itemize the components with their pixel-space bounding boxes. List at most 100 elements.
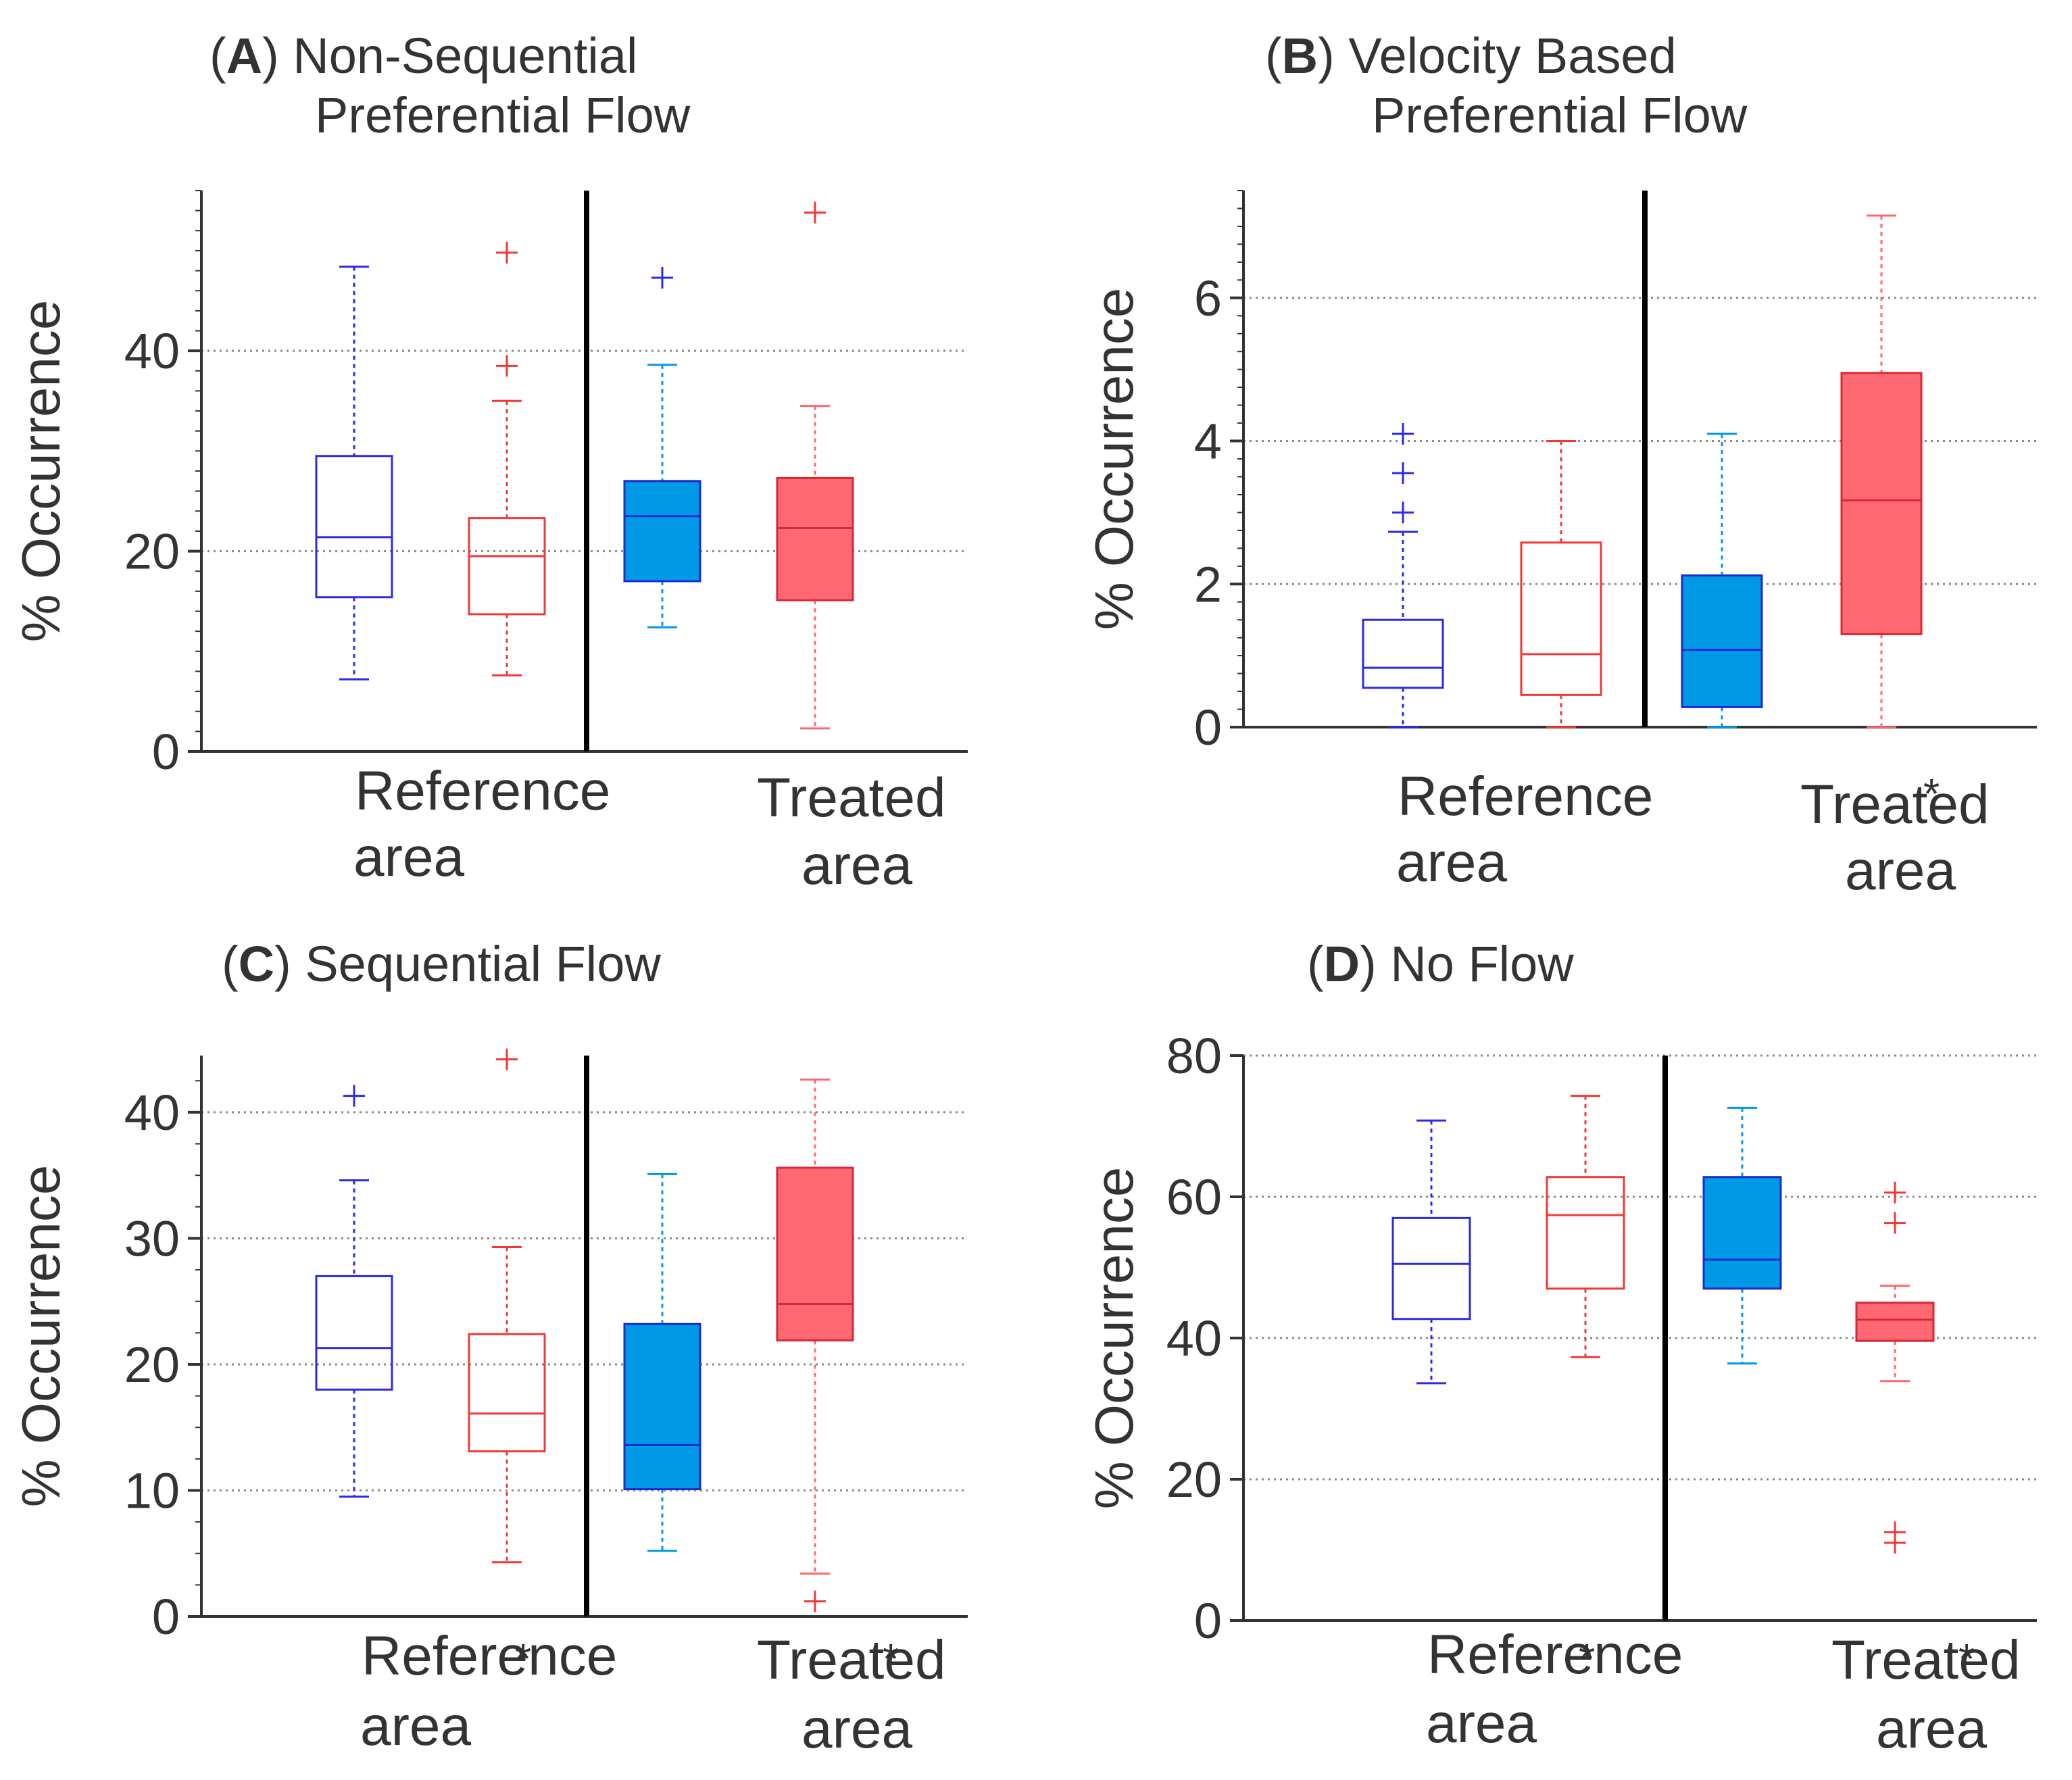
- box-iqr: [1520, 541, 1602, 696]
- group-label-treated-area: area: [1845, 840, 1956, 901]
- outlier-marker: [1392, 501, 1414, 524]
- outlier-marker: [496, 1048, 518, 1070]
- group-label-reference-area: area: [1396, 832, 1508, 893]
- group-label-reference: Reference: [362, 1625, 617, 1687]
- outlier-marker: [1884, 1521, 1906, 1543]
- y-tick-label: 40: [1166, 1310, 1222, 1366]
- y-tick-label: 60: [1166, 1169, 1222, 1225]
- y-tick-label: 0: [152, 1589, 180, 1645]
- panel-title-line2: Preferential Flow: [315, 87, 691, 143]
- panel-letter: B: [1282, 28, 1318, 84]
- outlier-marker: [804, 1590, 826, 1612]
- box-treated-red: [1840, 214, 1923, 728]
- group-label-reference-area: area: [353, 826, 465, 888]
- outlier-marker: [651, 266, 673, 289]
- group-label-treated-area: area: [1876, 1698, 1988, 1760]
- outlier-marker: [496, 241, 518, 264]
- box-iqr: [623, 1322, 701, 1491]
- group-label-reference: Reference: [1427, 1624, 1683, 1685]
- box-treated-red: [776, 1078, 854, 1612]
- significance-marker: *: [1579, 1636, 1595, 1683]
- y-axis-title: % Occurrence: [1084, 1167, 1144, 1510]
- y-tick-label: 80: [1166, 1028, 1222, 1084]
- y-tick-label: 20: [124, 1337, 180, 1393]
- box-iqr: [623, 480, 701, 583]
- significance-marker: *: [1923, 771, 1940, 818]
- box-reference-red: [468, 241, 546, 676]
- box-reference-blue: [1391, 1119, 1471, 1385]
- box-treated-blue: [623, 1172, 701, 1552]
- y-tick-label: 40: [124, 1085, 180, 1141]
- significance-marker: *: [515, 1636, 531, 1683]
- panel-title-text: No Flow: [1390, 936, 1574, 992]
- panel-title: (C) Sequential Flow: [222, 936, 661, 992]
- box-reference-blue: [315, 1085, 393, 1498]
- box-iqr: [1840, 372, 1923, 635]
- box-reference-red: [1546, 1095, 1625, 1358]
- y-tick-label: 30: [124, 1210, 180, 1266]
- panel-d: (D) No Flow 0 20 40 60 80 % Occurrence Referenc…: [1084, 936, 2037, 1760]
- panel-title-text: Non-Sequential: [293, 28, 637, 84]
- outlier-marker: [1392, 422, 1414, 445]
- y-tick-label: 0: [152, 724, 180, 780]
- box-iqr: [468, 1333, 546, 1453]
- y-axis-title: % Occurrence: [1084, 288, 1144, 631]
- panel-title-line2: Preferential Flow: [1372, 87, 1748, 143]
- box-reference-blue: [315, 266, 393, 681]
- y-tick-label: 20: [1166, 1452, 1222, 1508]
- y-tick-label: 0: [1194, 699, 1222, 756]
- group-label-reference: Reference: [1398, 766, 1653, 827]
- box-treated-blue: [623, 266, 701, 628]
- box-iqr: [1546, 1176, 1625, 1290]
- outlier-marker: [496, 355, 518, 377]
- panel-letter: A: [226, 28, 262, 84]
- box-iqr: [468, 517, 546, 616]
- y-tick-label: 20: [124, 524, 180, 580]
- box-reference-blue: [1362, 422, 1444, 728]
- panel-title: (B) Velocity Based: [1265, 28, 1677, 84]
- box-iqr: [1681, 574, 1763, 708]
- box-treated-red: [1855, 1181, 1935, 1554]
- group-label-reference: Reference: [355, 760, 610, 822]
- y-tick-label: 2: [1194, 556, 1222, 612]
- y-axis-title: % Occurrence: [11, 1165, 71, 1508]
- y-tick-label: 10: [124, 1462, 180, 1518]
- outlier-marker: [343, 1085, 365, 1107]
- panel-c: (C) Sequential Flow 0 10 20 30 40 % Occurrence…: [11, 936, 968, 1760]
- group-label-treated-area: area: [801, 835, 913, 896]
- group-label-treated: Treated: [1831, 1629, 2021, 1691]
- box-iqr: [1855, 1302, 1935, 1342]
- box-iqr: [776, 476, 854, 601]
- significance-marker: *: [1958, 1636, 1975, 1683]
- box-iqr: [1391, 1216, 1471, 1320]
- y-axis-title: % Occurrence: [11, 300, 71, 643]
- box-iqr: [315, 1275, 393, 1391]
- y-tick-label: 0: [1194, 1593, 1222, 1649]
- panel-letter: C: [239, 936, 274, 992]
- box-iqr: [1702, 1176, 1782, 1290]
- y-tick-label: 4: [1194, 414, 1222, 470]
- group-label-treated: Treated: [1800, 774, 1990, 835]
- group-label-treated: Treated: [757, 767, 946, 829]
- outlier-marker: [804, 201, 826, 224]
- panel-title-text: Velocity Based: [1348, 28, 1676, 84]
- panel-title-text: Sequential Flow: [305, 936, 661, 992]
- y-tick-label: 40: [124, 323, 180, 379]
- outlier-marker: [1884, 1212, 1906, 1234]
- group-label-reference-area: area: [1426, 1693, 1537, 1754]
- box-iqr: [1362, 618, 1444, 689]
- outlier-marker: [1884, 1181, 1906, 1204]
- box-treated-red: [776, 201, 854, 730]
- box-treated-blue: [1702, 1106, 1782, 1365]
- group-label-treated-area: area: [801, 1698, 913, 1760]
- group-label-reference-area: area: [360, 1696, 472, 1757]
- panel-title: (D) No Flow: [1307, 936, 1574, 992]
- box-iqr: [315, 455, 393, 599]
- box-reference-red: [1520, 440, 1602, 728]
- panel-title: (A) Non-Sequential: [209, 28, 637, 84]
- y-tick-label: 6: [1194, 270, 1222, 326]
- box-iqr: [776, 1166, 854, 1342]
